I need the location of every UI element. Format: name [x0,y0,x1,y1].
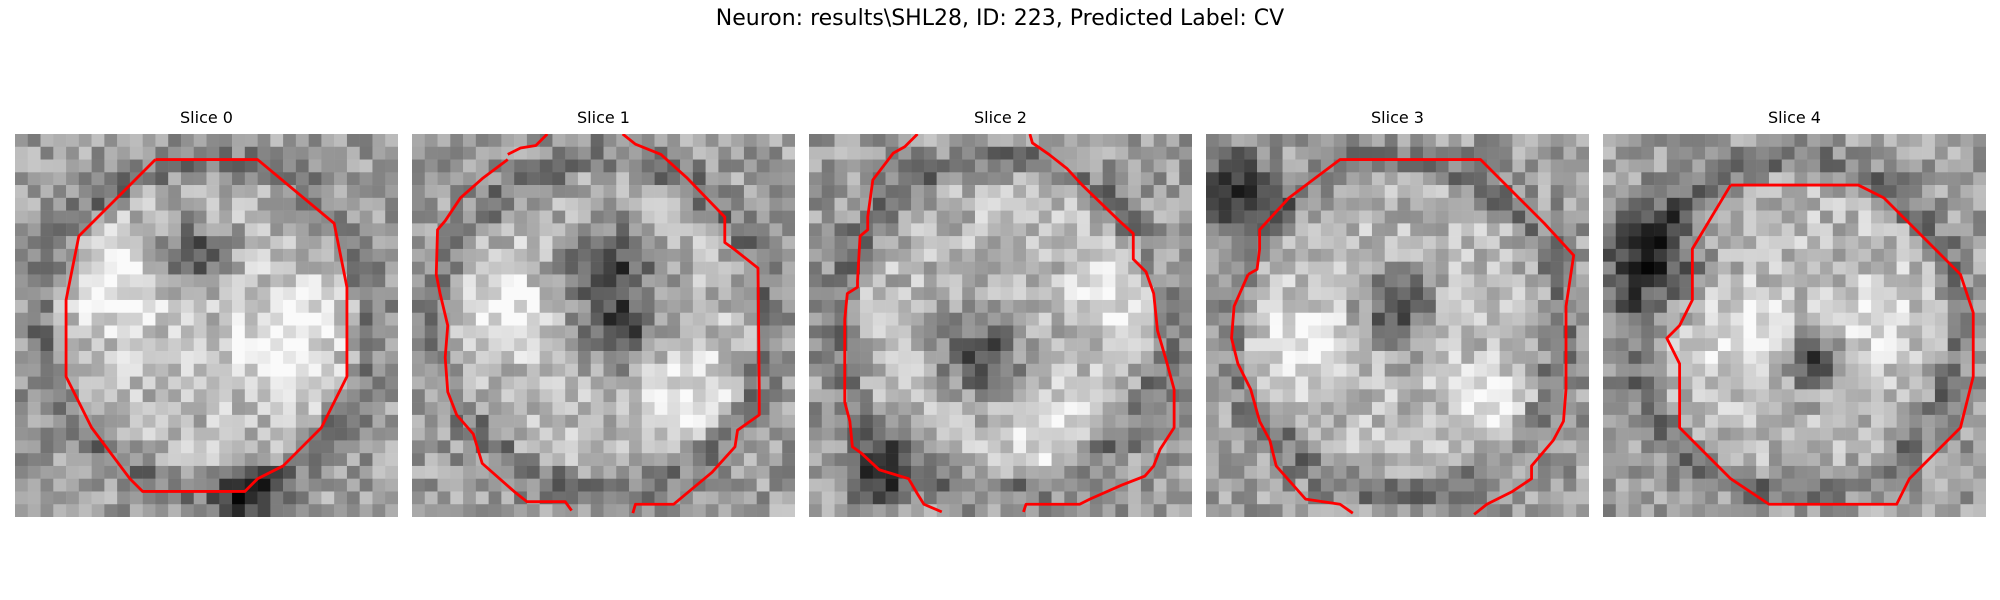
cell-contour [64,158,349,493]
pixel-grid [15,134,398,517]
cell-contour [621,134,761,514]
slice-title: Slice 1 [577,108,630,127]
slice-title: Slice 0 [180,108,233,127]
cell-contour [1247,158,1576,516]
slice-panel-4: Slice 4 [1603,108,1986,518]
slice-title: Slice 3 [1371,108,1424,127]
figure-title: Neuron: results\SHL28, ID: 223, Predicte… [715,6,1285,31]
slice-panel-3: Slice 3 [1206,108,1589,518]
cell-contour [1665,183,1975,506]
slice-title: Slice 4 [1768,108,1821,127]
slice-panel-1: Slice 1 [412,108,795,518]
pixel-grid [1206,134,1589,517]
slice-image [809,134,1192,517]
cell-contour [1022,134,1176,513]
pixel-grid [412,134,795,517]
cell-contour [843,134,943,514]
slice-image [1206,134,1589,517]
slice-image [412,134,795,517]
slice-panel-2: Slice 2 [809,108,1192,518]
pixel-grid [1603,134,1986,517]
cell-contour [434,158,573,512]
pixel-grid [809,134,1192,517]
cell-contour [1230,273,1354,515]
slice-panel-0: Slice 0 [15,108,398,518]
cell-contour [507,134,549,156]
slice-image [15,134,398,517]
slice-title: Slice 2 [974,108,1027,127]
slice-image [1603,134,1986,517]
